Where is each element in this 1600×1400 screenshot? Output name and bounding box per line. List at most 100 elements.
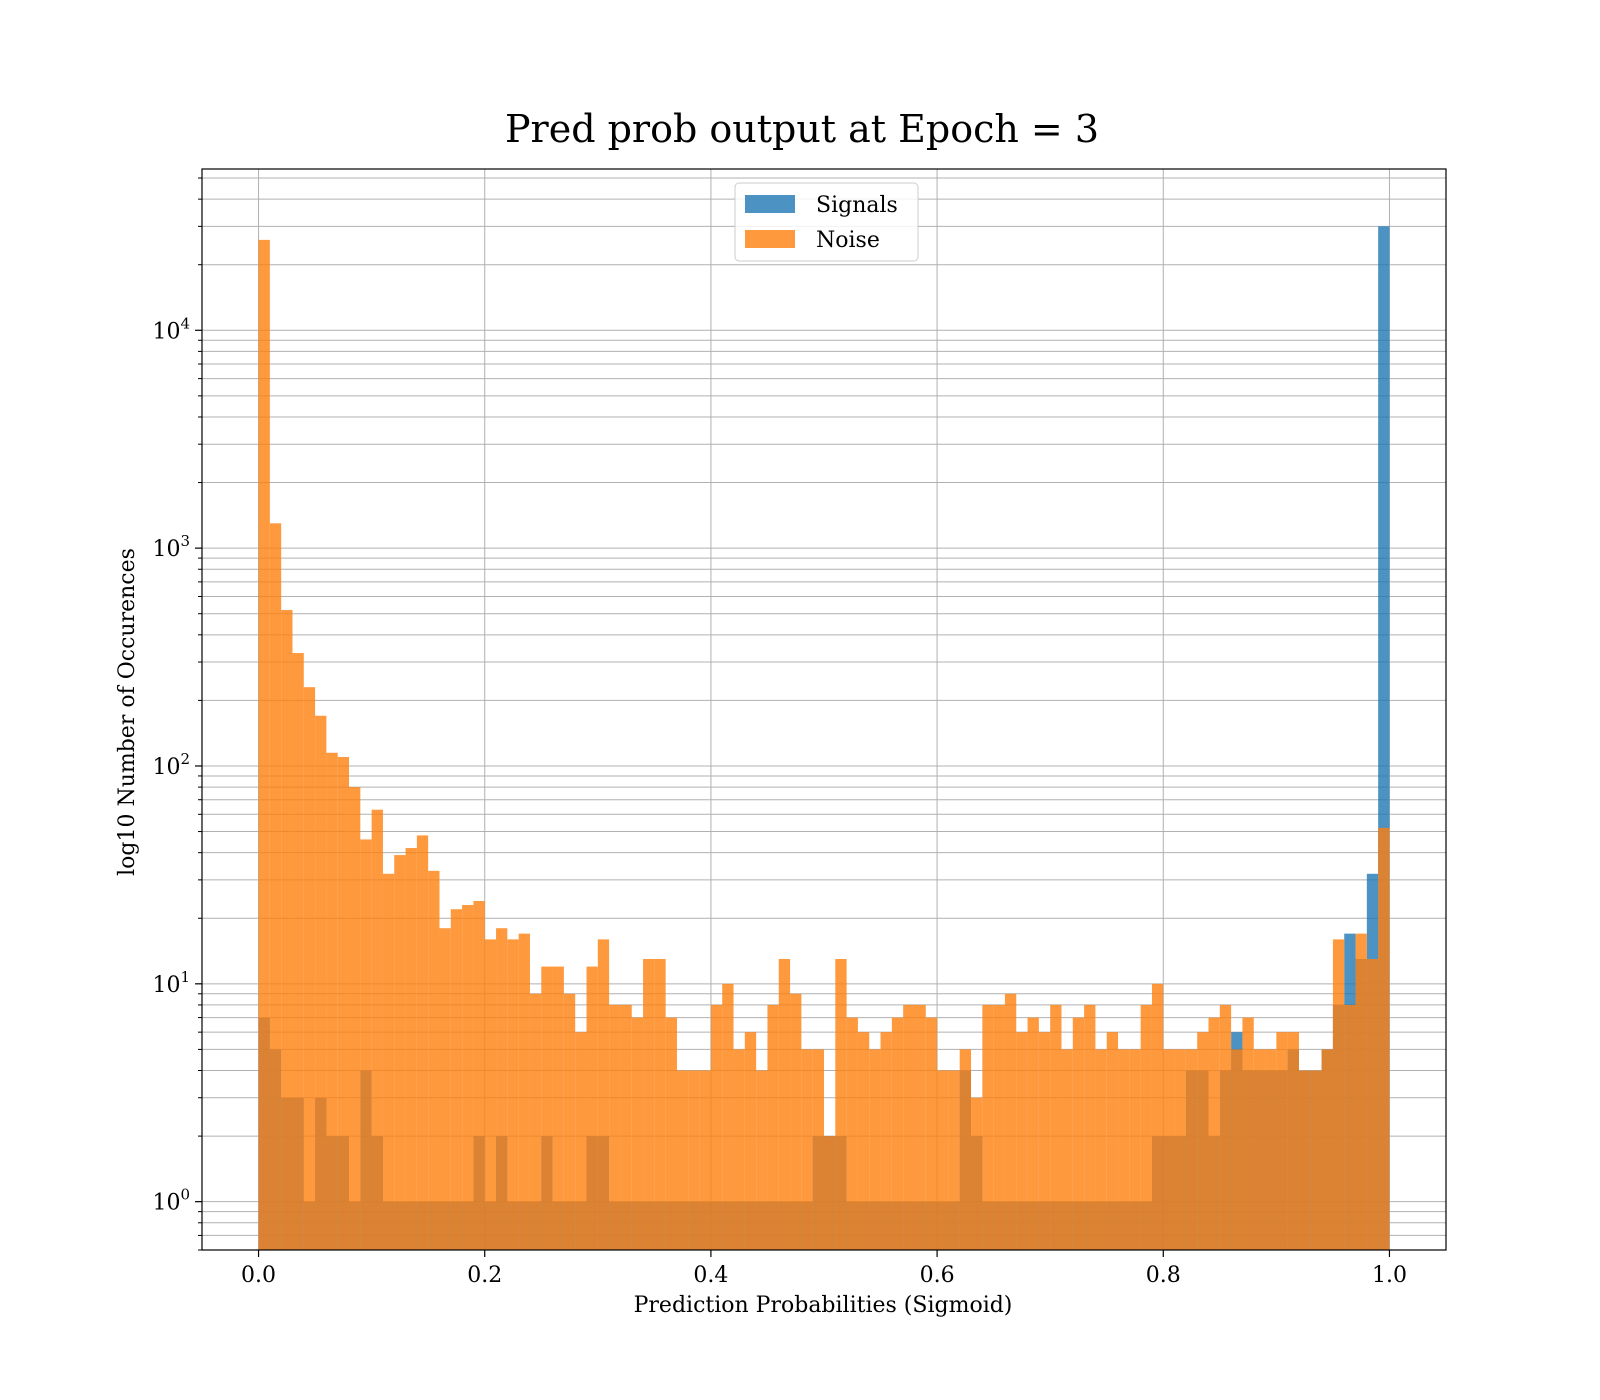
axes-layer: 0.0 0.2 0.4 0.6 0.8 1.0 100 101 102 103 104 <box>152 168 1447 1288</box>
noise-bar <box>1310 1070 1322 1250</box>
noise-bar <box>824 1136 836 1250</box>
noise-bar <box>382 873 395 1250</box>
noise-bar <box>767 1004 779 1250</box>
noise-bar <box>914 1004 926 1250</box>
noise-bar <box>337 756 350 1250</box>
legend: Signals Noise <box>734 182 919 262</box>
noise-bar <box>982 1004 994 1250</box>
y-tick-label: 104 <box>152 314 190 344</box>
noise-bar <box>1219 1004 1232 1250</box>
noise-bar <box>518 933 530 1250</box>
noise-bar <box>1174 1049 1186 1250</box>
noise-bar <box>869 1049 881 1250</box>
noise-bar <box>1321 1049 1333 1250</box>
noise-bar <box>1061 1049 1073 1250</box>
noise-bar <box>1298 1070 1311 1250</box>
y-tick-label: 100 <box>152 1186 190 1216</box>
noise-bar <box>394 855 406 1250</box>
noise-bar <box>1106 1032 1119 1250</box>
noise-bar <box>552 966 564 1250</box>
x-tick-label: 1.0 <box>1372 1263 1407 1288</box>
noise-bar <box>326 752 338 1250</box>
noise-bar <box>925 1017 938 1250</box>
noise-bar <box>1084 1004 1096 1250</box>
noise-bar <box>620 1004 632 1250</box>
noise-bar <box>258 239 270 1251</box>
noise-bar <box>790 993 802 1250</box>
noise-bar <box>1140 1004 1152 1250</box>
noise-bar <box>496 928 508 1250</box>
noise-bar <box>880 1032 892 1250</box>
noise-bar <box>835 959 847 1250</box>
noise-bar <box>303 687 316 1250</box>
noise-bar <box>993 1004 1005 1250</box>
noise-bar <box>891 1017 904 1250</box>
noise-bar <box>654 959 666 1250</box>
noise-bar <box>1231 1049 1243 1250</box>
noise-bar <box>665 1017 677 1250</box>
noise-bar <box>688 1070 700 1250</box>
noise-bar <box>462 905 474 1250</box>
noise-bar <box>948 1070 960 1250</box>
noise-bar <box>575 1032 587 1250</box>
y-tick-label: 102 <box>152 750 190 780</box>
noise-bar <box>778 959 791 1250</box>
noise-bar <box>541 966 553 1250</box>
noise-bar <box>484 939 497 1250</box>
noise-bar <box>1038 1032 1051 1250</box>
legend-swatch <box>745 195 795 213</box>
noise-bar <box>439 928 451 1250</box>
noise-bar <box>801 1049 813 1250</box>
noise-bar <box>1072 1017 1085 1250</box>
noise-bar <box>710 1004 723 1250</box>
noise-bar <box>371 809 383 1250</box>
chart-title: Pred prob output at Epoch = 3 <box>505 107 1099 151</box>
noise-bar <box>903 1004 915 1250</box>
noise-bar <box>315 715 327 1250</box>
legend-label: Signals <box>816 193 898 218</box>
noise-bar <box>563 993 576 1250</box>
noise-bar <box>269 523 282 1250</box>
bars-layer <box>258 226 1390 1251</box>
noise-bar <box>1276 1032 1288 1250</box>
x-tick-label: 0.4 <box>693 1263 728 1288</box>
noise-bar <box>1016 1032 1028 1250</box>
noise-bar <box>1287 1032 1299 1250</box>
noise-bar <box>1050 1004 1062 1250</box>
noise-bar <box>699 1070 711 1250</box>
noise-bar <box>1332 939 1345 1250</box>
noise-bar <box>1163 1049 1175 1250</box>
noise-bar <box>405 848 417 1250</box>
noise-bar <box>586 966 598 1250</box>
noise-bar <box>1344 1004 1356 1250</box>
noise-bar <box>416 835 429 1250</box>
noise-bar <box>744 1032 757 1250</box>
noise-bar <box>597 939 610 1250</box>
y-axis-label: log10 Number of Occurences <box>115 548 140 876</box>
noise-bar <box>473 900 485 1250</box>
x-axis-label: Prediction Probabilities (Sigmoid) <box>634 1293 1013 1318</box>
noise-bar <box>1355 933 1367 1250</box>
x-tick-label: 0.6 <box>920 1263 955 1288</box>
legend-swatch <box>745 230 795 248</box>
noise-bar <box>1242 1017 1254 1250</box>
noise-bar <box>733 1049 745 1250</box>
noise-bar <box>1095 1049 1107 1250</box>
noise-bar <box>971 1097 983 1250</box>
x-tick-label: 0.8 <box>1146 1263 1181 1288</box>
noise-bar <box>937 1070 949 1250</box>
noise-bar <box>722 983 734 1250</box>
noise-bar <box>1151 983 1164 1250</box>
noise-bar <box>1197 1032 1209 1250</box>
x-tick-label: 0.2 <box>467 1263 502 1288</box>
noise-bar <box>631 1017 644 1250</box>
noise-bar <box>959 1049 972 1250</box>
y-tick-label: 101 <box>152 968 190 998</box>
noise-bar <box>846 1017 858 1250</box>
noise-bar <box>1378 827 1390 1250</box>
noise-bar <box>450 909 463 1250</box>
noise-bar <box>529 993 542 1250</box>
noise-bar <box>812 1049 824 1250</box>
